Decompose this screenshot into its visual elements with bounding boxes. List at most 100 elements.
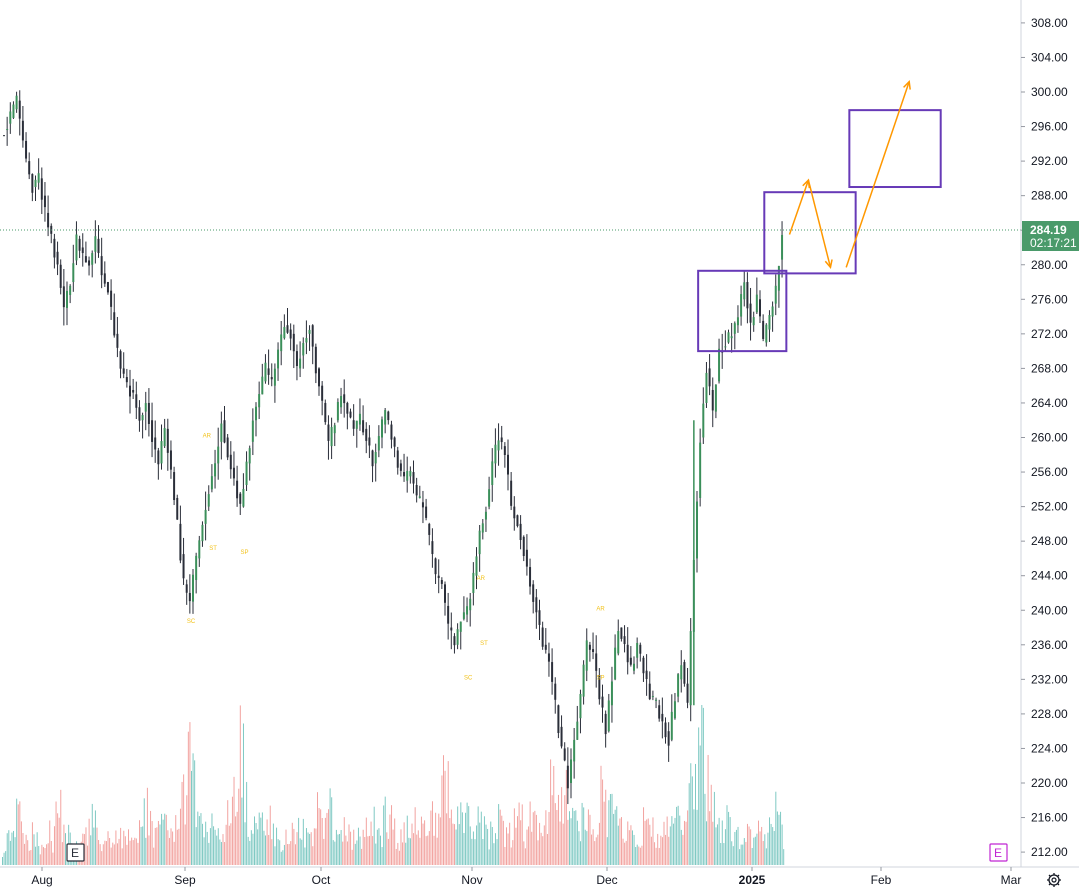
candle-body xyxy=(661,713,664,722)
volume-bar xyxy=(699,745,701,865)
volume-bar xyxy=(353,829,355,865)
volume-bar xyxy=(512,840,514,865)
box-1[interactable] xyxy=(697,269,788,353)
candle-body xyxy=(730,336,733,339)
drawing-layer[interactable] xyxy=(697,80,942,353)
time-tick-label: Feb xyxy=(871,873,892,887)
candle-body xyxy=(245,461,248,486)
volume-bar xyxy=(715,827,717,865)
volume-bar xyxy=(628,830,630,865)
volume-bar xyxy=(633,834,635,865)
volume-bar xyxy=(350,831,352,865)
price-tick-label: 308.00 xyxy=(1031,16,1068,30)
candle-body xyxy=(226,437,229,458)
candle-body xyxy=(595,653,598,671)
volume-bar xyxy=(416,834,418,865)
volume-bar xyxy=(521,804,523,865)
volume-bar xyxy=(661,837,663,865)
candle-body xyxy=(144,403,147,412)
volume-bar xyxy=(550,759,552,865)
volume-bar xyxy=(257,829,259,865)
volume-bar xyxy=(41,844,43,865)
volume-bar xyxy=(780,811,782,865)
gear-icon[interactable] xyxy=(1047,873,1061,887)
candle-body xyxy=(122,368,125,374)
candle-body xyxy=(132,389,135,393)
volume-bar xyxy=(493,843,495,865)
volume-bar xyxy=(605,789,607,865)
candle-body xyxy=(403,472,406,477)
time-axis[interactable]: Aug Sep Oct Nov Dec 2025 Feb Mar xyxy=(0,866,1079,895)
volume-bar xyxy=(647,818,649,865)
volume-bar xyxy=(660,835,662,865)
box-3[interactable] xyxy=(848,109,942,189)
volume-bar xyxy=(554,803,556,865)
volume-bar xyxy=(411,823,413,865)
volume-bar xyxy=(55,801,57,865)
box-2[interactable] xyxy=(763,191,857,275)
candle-body xyxy=(43,195,46,208)
candle-body xyxy=(15,95,18,110)
candle-body xyxy=(743,282,746,300)
candle-body xyxy=(714,384,717,412)
volume-bar xyxy=(302,818,304,865)
candle-body xyxy=(12,104,15,118)
candle-body xyxy=(573,739,576,762)
candle-body xyxy=(327,424,330,441)
volume-bar xyxy=(658,847,660,865)
volume-bar xyxy=(557,794,559,865)
volume-bar xyxy=(192,753,194,865)
price-layer xyxy=(3,90,784,805)
candle-body xyxy=(119,351,122,369)
volume-bar xyxy=(137,842,139,865)
candle-body xyxy=(201,524,204,542)
candle-body xyxy=(393,437,396,447)
candle-body xyxy=(358,413,361,425)
candle-body xyxy=(585,640,588,671)
volume-bar xyxy=(235,816,237,865)
volume-bar xyxy=(707,754,709,865)
volume-bar xyxy=(172,831,174,865)
volume-bar xyxy=(624,842,626,865)
volume-bar xyxy=(268,834,270,865)
volume-bar xyxy=(472,831,474,865)
candle-body xyxy=(532,584,535,602)
candle-body xyxy=(25,140,28,159)
volume-bar xyxy=(611,793,613,865)
volume-bar xyxy=(206,831,208,865)
volume-bar xyxy=(405,842,407,865)
volume-bar xyxy=(307,832,309,865)
volume-bar xyxy=(214,829,216,865)
arrow-up-1[interactable] xyxy=(788,178,811,235)
volume-bar xyxy=(529,801,531,865)
volume-bar xyxy=(312,846,314,865)
candle-body xyxy=(582,664,585,697)
volume-bar xyxy=(745,841,747,865)
earnings-badge-right[interactable]: E xyxy=(989,843,1008,862)
price-axis[interactable]: 308.00 304.00 300.00 296.00 292.00 288.00 284.… xyxy=(1020,0,1079,867)
volume-bar xyxy=(233,776,235,865)
candle-body xyxy=(431,541,434,555)
volume-bar xyxy=(509,822,511,865)
volume-bar xyxy=(778,814,780,865)
candle-body xyxy=(655,699,658,701)
volume-bar xyxy=(438,813,440,865)
candle-body xyxy=(277,349,280,369)
volume-bar xyxy=(465,812,467,865)
volume-bar xyxy=(635,847,637,865)
candle-body xyxy=(308,329,311,334)
volume-bar xyxy=(531,831,533,865)
candle-body xyxy=(34,179,37,188)
volume-bar xyxy=(323,838,325,865)
earnings-badge-left[interactable]: E xyxy=(66,843,85,862)
volume-bar xyxy=(346,841,348,865)
volume-bar xyxy=(748,826,750,865)
volume-bar xyxy=(313,828,315,865)
volume-bar xyxy=(123,830,125,865)
arrow-down[interactable] xyxy=(807,179,833,270)
price-tick-label: 212.00 xyxy=(1031,845,1068,859)
volume-bar xyxy=(690,763,692,865)
arrow-up-2[interactable] xyxy=(845,80,911,268)
